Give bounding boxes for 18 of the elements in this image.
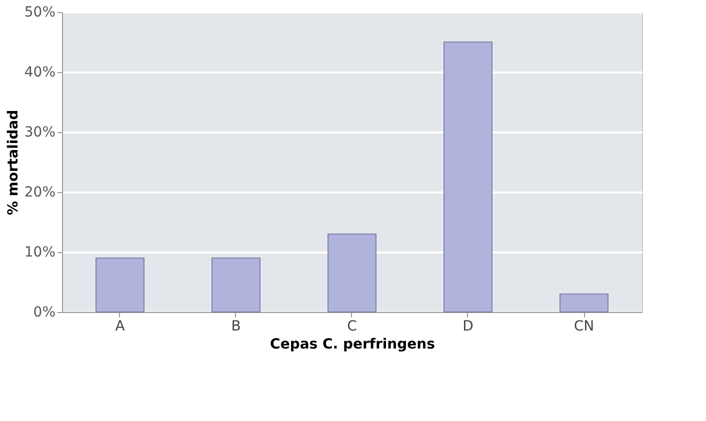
x-tick-label: CN — [574, 318, 594, 334]
bar — [560, 294, 608, 312]
bar — [328, 234, 376, 312]
x-tick-label: A — [115, 318, 126, 334]
x-tick-label: D — [462, 318, 474, 334]
y-tick-label: 40% — [24, 64, 56, 80]
y-tick-label: 20% — [24, 184, 56, 200]
y-axis-title: % mortalidad — [5, 110, 22, 216]
x-tick-label: B — [231, 318, 241, 334]
y-tick-label: 50% — [24, 4, 56, 20]
y-tick-label: 30% — [24, 124, 56, 140]
x-axis-title: Cepas C. perfringens — [270, 336, 435, 352]
bar — [96, 258, 144, 312]
y-tick-label: 10% — [24, 244, 56, 260]
x-tick-label: C — [347, 318, 358, 334]
y-tick-label: 0% — [33, 304, 56, 320]
bar — [212, 258, 260, 312]
bar — [444, 42, 492, 312]
